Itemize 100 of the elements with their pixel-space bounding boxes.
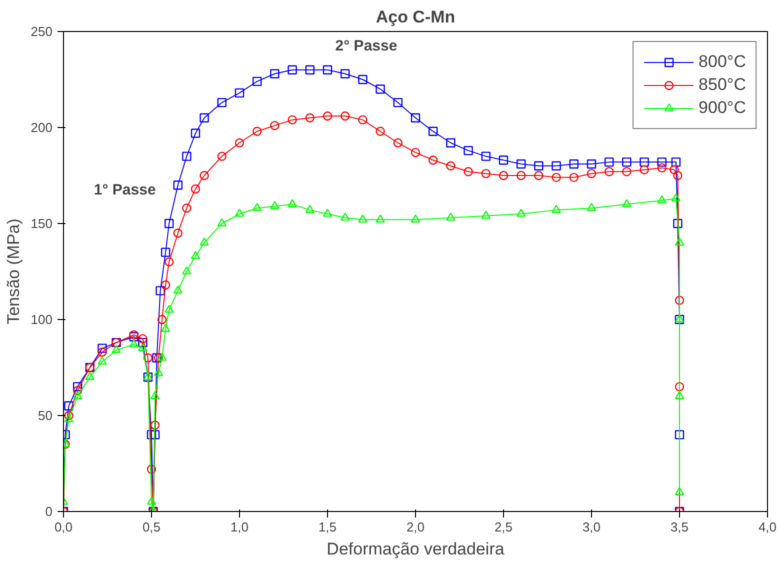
point [376, 126, 385, 136]
point [190, 250, 200, 260]
point [322, 208, 332, 217]
point [154, 368, 164, 376]
point [234, 88, 244, 98]
point [671, 157, 681, 167]
point [674, 382, 684, 392]
point [340, 212, 350, 221]
y-tick-label: 150 [30, 216, 53, 231]
point [138, 343, 148, 352]
point [157, 352, 167, 361]
point [393, 98, 402, 108]
point [446, 212, 456, 221]
point [670, 165, 679, 174]
point [150, 430, 160, 440]
legend-label: 850°C [698, 75, 746, 95]
point [322, 111, 332, 121]
point [288, 115, 297, 124]
x-tick-label: 1,0 [230, 520, 249, 534]
legend-label: 900°C [698, 98, 746, 118]
point [146, 464, 156, 474]
point [190, 184, 200, 194]
point [72, 391, 82, 400]
legend-label: 800°C [698, 52, 746, 72]
point [673, 170, 682, 180]
x-tick-label: 0,5 [142, 520, 161, 534]
point [112, 345, 121, 354]
point [252, 126, 262, 136]
point [569, 172, 578, 182]
point [340, 111, 350, 121]
point [85, 372, 94, 380]
point [498, 156, 508, 165]
point [217, 98, 226, 108]
point [217, 152, 226, 161]
point [464, 167, 473, 176]
point [217, 218, 226, 226]
point [64, 410, 74, 420]
point [446, 138, 456, 148]
x-axis-title: Deformação verdadeira [326, 540, 505, 558]
point [534, 170, 544, 180]
x-tick-label: 4,0 [758, 520, 777, 534]
point [305, 113, 314, 122]
point [657, 163, 666, 172]
chart-title: Aço C-Mn [376, 8, 456, 26]
point [270, 69, 280, 78]
point [173, 180, 182, 190]
point [234, 138, 244, 148]
point [288, 199, 297, 208]
point [481, 210, 490, 219]
point [671, 193, 681, 202]
y-axis-title: Tensão (MPa) [4, 218, 23, 324]
point [150, 420, 160, 430]
y-tick-label: 200 [30, 120, 53, 135]
point [164, 257, 174, 266]
point [674, 237, 684, 246]
point [288, 65, 297, 74]
point [98, 348, 107, 357]
point [604, 157, 614, 167]
point [200, 113, 209, 122]
point [376, 214, 385, 223]
point [322, 65, 332, 74]
point [446, 161, 456, 170]
point [138, 334, 148, 344]
point [516, 170, 526, 180]
point [182, 204, 192, 213]
point [552, 161, 561, 170]
point [674, 430, 684, 440]
point [657, 195, 666, 204]
point [534, 161, 544, 170]
point [160, 324, 170, 332]
point [410, 148, 420, 158]
point [252, 76, 262, 86]
x-tick-label: 2,0 [406, 520, 425, 534]
point [673, 218, 682, 228]
x-tick-label: 1,5 [318, 520, 337, 534]
point [270, 120, 280, 130]
point [640, 157, 649, 167]
point [622, 199, 632, 208]
point [173, 228, 182, 238]
point [143, 353, 153, 362]
point [481, 152, 490, 161]
x-tick-label: 2,5 [494, 520, 513, 534]
point [586, 202, 596, 212]
point [156, 286, 165, 296]
point [129, 339, 138, 348]
y-tick-label: 250 [30, 24, 53, 39]
x-tick-label: 0,0 [54, 520, 73, 534]
point [305, 204, 314, 213]
point [157, 314, 167, 324]
point [160, 280, 170, 290]
point [200, 237, 209, 246]
point [586, 168, 596, 178]
point [622, 167, 632, 176]
point [252, 202, 262, 212]
point [516, 208, 526, 217]
annotation: 1° Passe [94, 181, 156, 198]
point [393, 138, 402, 148]
point [138, 338, 148, 348]
point [516, 159, 526, 169]
point [64, 401, 74, 410]
